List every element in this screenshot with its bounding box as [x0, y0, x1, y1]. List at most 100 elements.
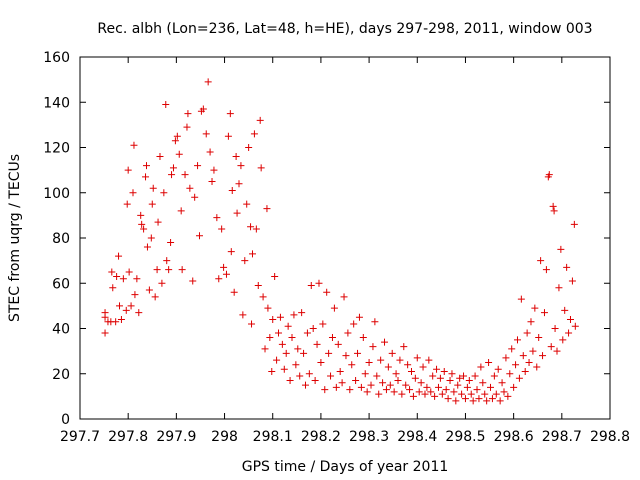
data-point	[537, 257, 545, 265]
data-point	[340, 293, 348, 301]
data-point	[147, 234, 155, 242]
data-point	[566, 315, 574, 323]
data-point	[496, 397, 504, 405]
data-point	[325, 349, 333, 357]
data-point	[232, 153, 240, 161]
data-point	[338, 379, 346, 387]
x-tick-label: 298.1	[253, 429, 293, 445]
data-point	[535, 334, 543, 342]
data-point	[467, 390, 475, 398]
data-point	[529, 347, 537, 355]
data-point	[327, 372, 335, 380]
data-point	[101, 309, 109, 317]
data-point	[233, 209, 241, 217]
data-point	[248, 320, 256, 328]
data-point	[336, 367, 344, 375]
data-point	[446, 377, 454, 385]
data-point	[436, 374, 444, 382]
data-point	[165, 266, 173, 274]
data-point	[525, 358, 533, 366]
data-point	[206, 148, 214, 156]
data-point	[392, 370, 400, 378]
data-point	[434, 383, 442, 391]
data-point	[398, 390, 406, 398]
y-axis-label: STEC from uqrg / TECUs	[7, 154, 23, 322]
data-point	[359, 334, 367, 342]
data-point	[382, 386, 390, 394]
data-point	[284, 322, 292, 330]
data-point	[473, 386, 481, 394]
data-point	[125, 268, 133, 276]
y-tick-label: 20	[52, 367, 70, 383]
data-point	[394, 377, 402, 385]
data-point	[218, 225, 226, 233]
data-point	[278, 340, 286, 348]
x-tick-label: 297.8	[108, 429, 148, 445]
data-point	[169, 164, 177, 172]
data-point	[301, 381, 309, 389]
data-point	[407, 367, 415, 375]
plot-frame	[79, 56, 611, 420]
data-point	[440, 367, 448, 375]
data-point	[235, 180, 243, 188]
data-point	[406, 386, 414, 394]
data-point	[369, 343, 377, 351]
data-point	[151, 293, 159, 301]
data-point	[239, 311, 247, 319]
data-point	[494, 365, 502, 373]
data-point	[140, 225, 148, 233]
data-point	[361, 370, 369, 378]
data-point	[388, 349, 396, 357]
data-point	[168, 171, 176, 179]
data-point	[512, 361, 520, 369]
data-point	[555, 284, 563, 292]
data-point	[245, 144, 253, 151]
data-point	[243, 200, 251, 208]
x-tick-label: 298.8	[590, 429, 630, 445]
data-point	[248, 250, 256, 258]
data-point	[463, 383, 471, 391]
data-point	[523, 329, 531, 337]
data-point	[334, 340, 342, 348]
data-point	[527, 318, 535, 326]
data-point	[363, 388, 371, 396]
data-point	[135, 309, 143, 317]
chart-title: Rec. albh (Lon=236, Lat=48, h=HE), days …	[97, 21, 592, 37]
data-point	[500, 388, 508, 396]
data-point	[189, 277, 197, 285]
data-point	[275, 329, 283, 337]
data-point	[117, 315, 125, 323]
data-point	[199, 105, 207, 113]
data-point	[504, 392, 512, 400]
data-point	[101, 329, 109, 337]
data-point	[177, 207, 185, 215]
y-tick-label: 60	[52, 276, 70, 292]
data-point	[371, 318, 379, 326]
data-point	[323, 288, 331, 296]
data-point	[377, 356, 385, 364]
data-point	[365, 358, 373, 366]
data-point	[433, 365, 441, 373]
data-point	[384, 363, 392, 371]
data-point	[208, 177, 216, 185]
data-point	[469, 397, 477, 405]
data-point	[222, 270, 230, 278]
data-point	[210, 166, 218, 174]
data-point	[549, 202, 557, 210]
data-point	[194, 162, 202, 170]
data-point	[153, 266, 161, 274]
data-point	[241, 257, 249, 265]
data-point	[171, 137, 179, 145]
data-point	[545, 171, 553, 179]
data-point	[228, 186, 236, 194]
data-point	[131, 291, 139, 299]
data-point	[533, 363, 541, 371]
data-point	[195, 232, 203, 240]
data-point	[502, 354, 510, 362]
data-point	[421, 390, 429, 398]
data-point	[282, 349, 290, 357]
data-point	[427, 388, 435, 396]
data-point	[454, 381, 462, 389]
data-point	[186, 184, 194, 192]
data-point	[202, 130, 210, 138]
